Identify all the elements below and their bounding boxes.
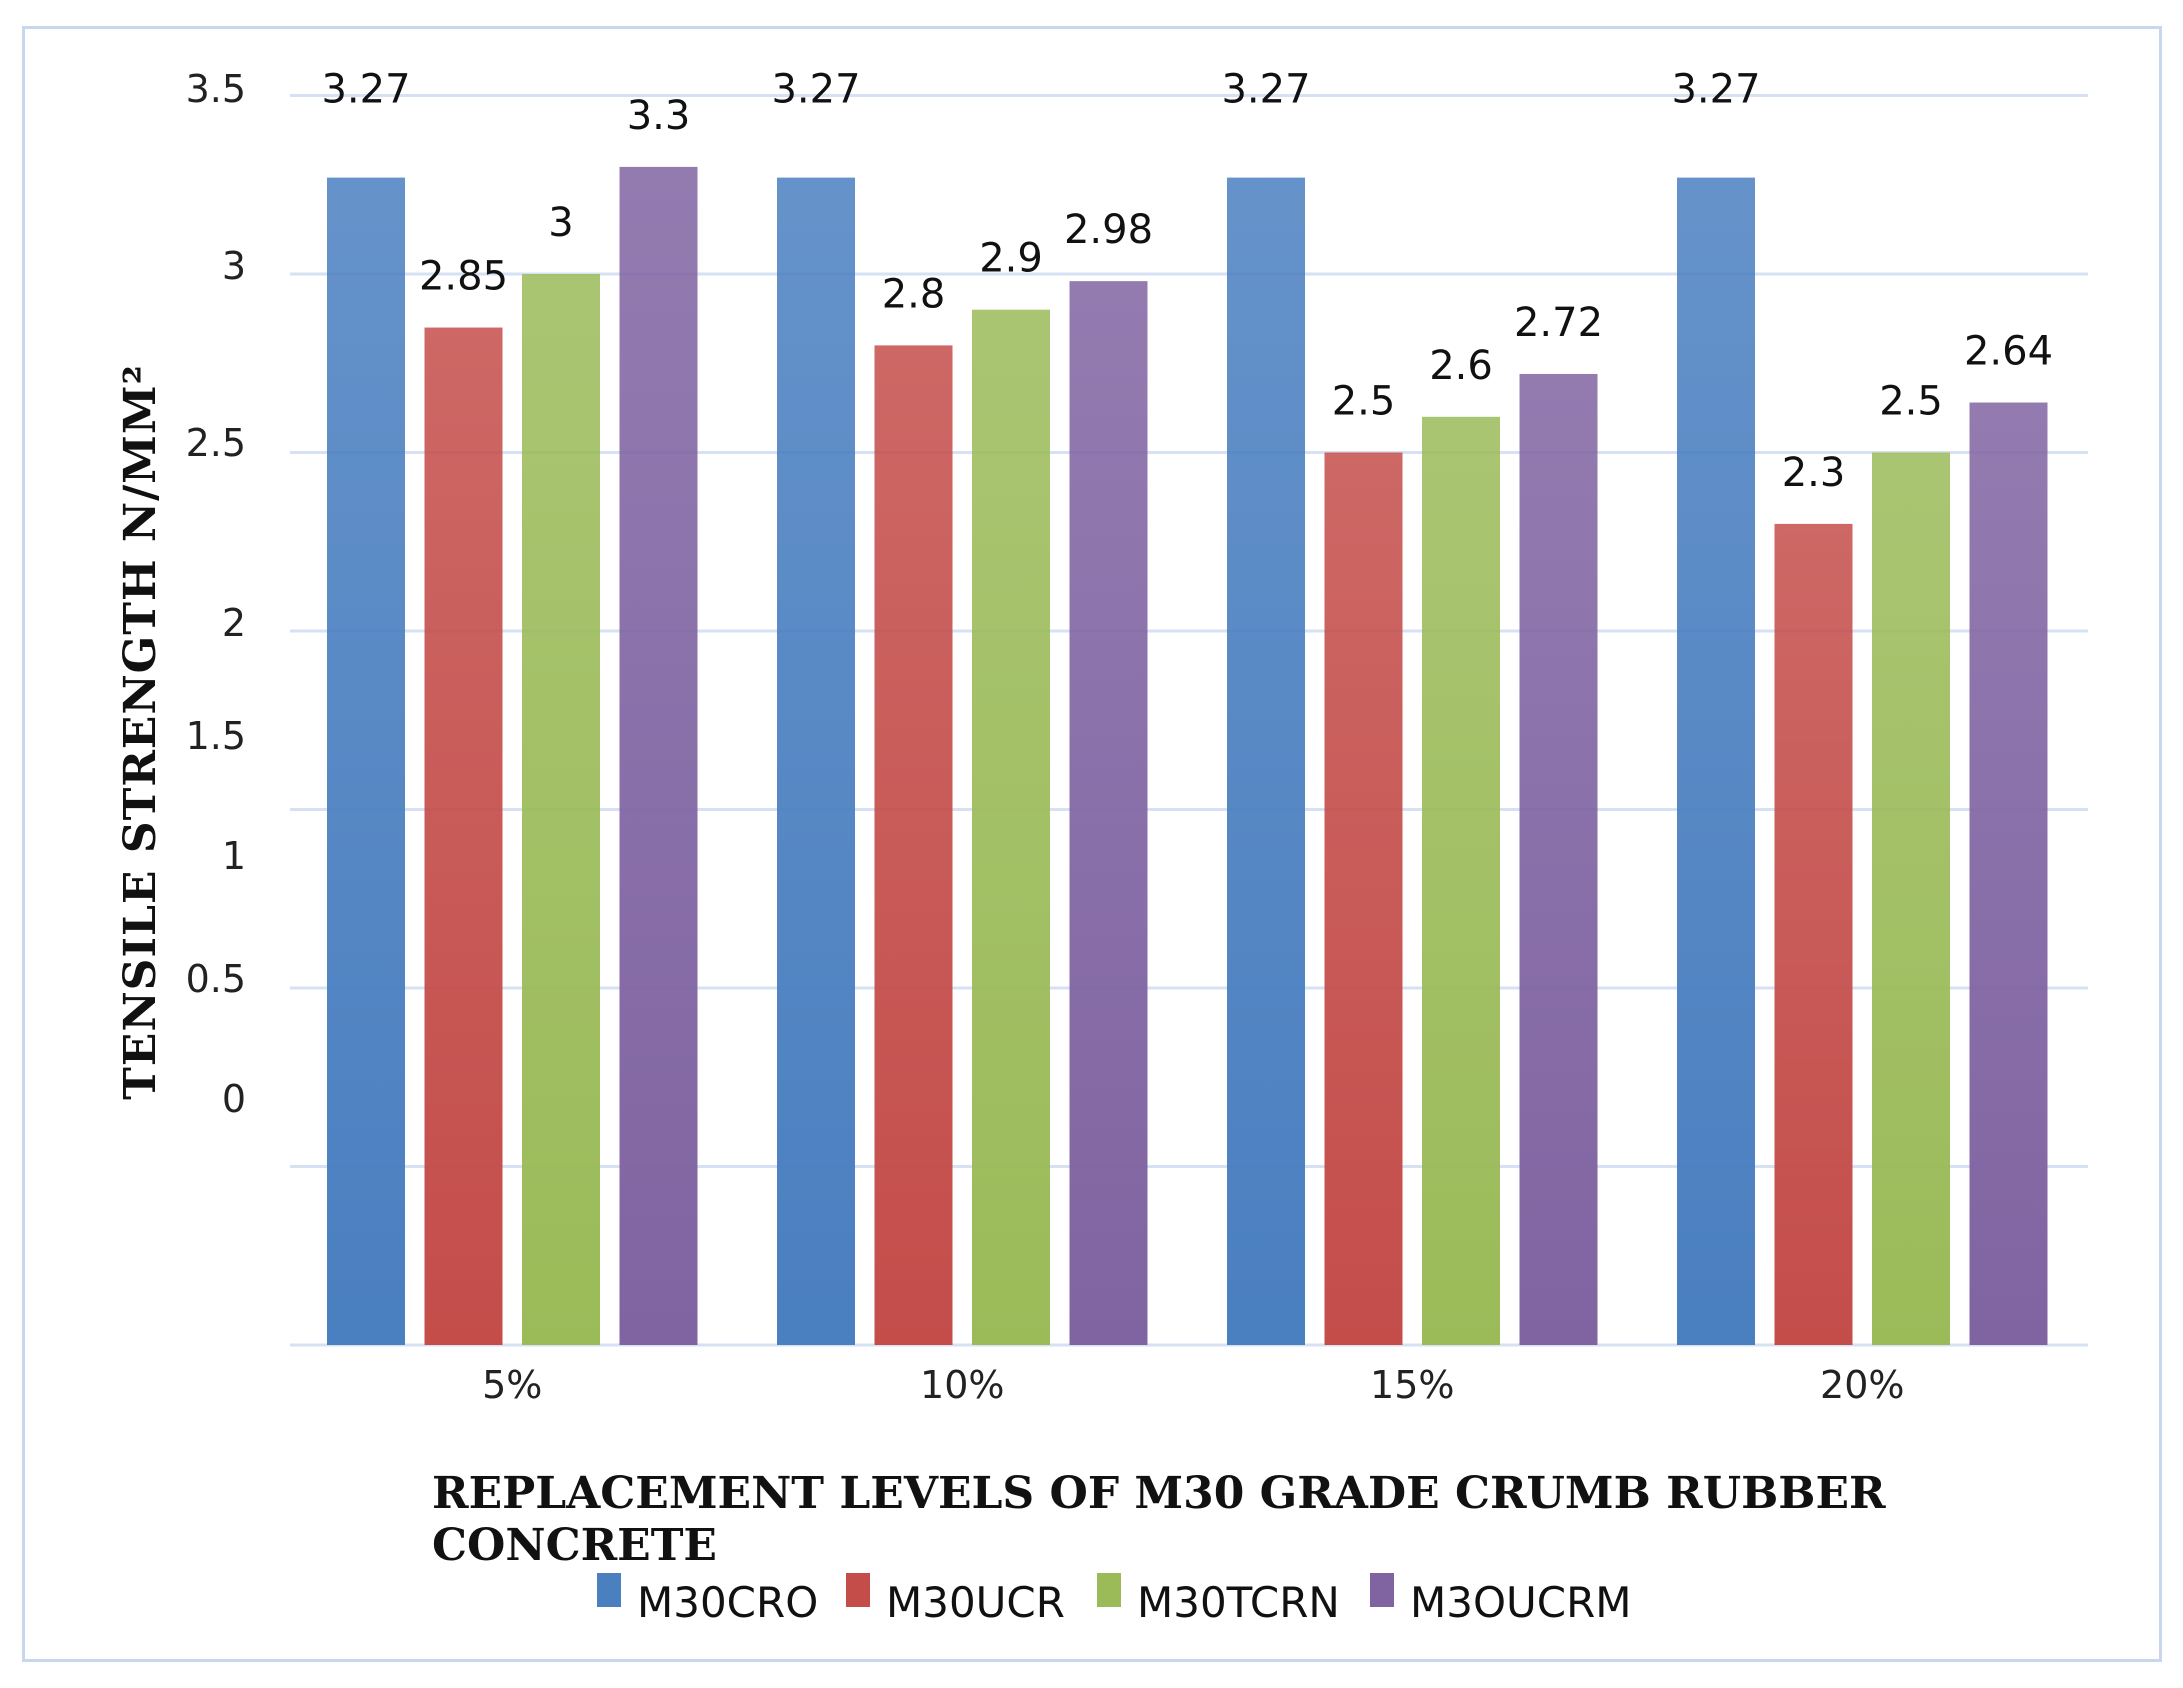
data-label: 2.9 <box>979 236 1043 282</box>
data-labels: 3.27 2.85 3 3.3 3.27 2.8 2.9 2.98 3.27 2.5 2.6 2.72… <box>321 67 2053 496</box>
legend-swatch-M30UCR <box>846 1573 870 1607</box>
data-label: 3 <box>548 200 573 246</box>
bar-M3OUCRM-10% <box>1069 281 1148 1345</box>
data-label: 3.27 <box>1221 67 1310 113</box>
bar-M30TCRN-5% <box>522 274 600 1345</box>
x-tick-label: 15% <box>1370 1363 1454 1407</box>
bar-M3OUCRM-20% <box>1969 402 2048 1345</box>
x-axis-label-line-2: CONCRETE <box>432 1520 717 1571</box>
x-tick-label: 10% <box>920 1363 1004 1407</box>
bar-M30TCRN-10% <box>972 309 1050 1346</box>
data-label: 3.3 <box>627 93 691 139</box>
data-label: 2.98 <box>1064 207 1153 253</box>
data-label: 2.8 <box>882 271 946 317</box>
x-axis-tick-labels: 5% 10% 15% 20% <box>482 1363 1904 1407</box>
y-tick-label: 2 <box>222 601 246 645</box>
bar-M30CRO-15% <box>1227 177 1305 1346</box>
data-label: 2.72 <box>1514 300 1603 346</box>
y-tick-label: 1.5 <box>186 714 246 758</box>
data-label: 3.27 <box>771 67 860 113</box>
data-label: 2.5 <box>1332 379 1396 425</box>
bar-M30UCR-15% <box>1324 452 1403 1345</box>
y-axis-tick-labels: 3.5 3 2.5 2 1.5 1 0.5 0 <box>186 67 246 1121</box>
data-label: 2.3 <box>1782 450 1846 496</box>
bar-M30UCR-10% <box>874 345 953 1345</box>
y-tick-label: 3.5 <box>186 67 246 111</box>
legend-label: M3OUCRM <box>1410 1578 1632 1627</box>
legend-label: M30CRO <box>637 1578 818 1627</box>
data-label: 2.5 <box>1879 379 1943 425</box>
legend-label: M30UCR <box>886 1578 1065 1627</box>
x-tick-label: 20% <box>1820 1363 1904 1407</box>
y-tick-label: 0.5 <box>186 957 246 1001</box>
bar-M3OUCRM-15% <box>1519 373 1598 1346</box>
legend-swatch-M30CRO <box>597 1573 621 1607</box>
y-tick-label: 1 <box>222 834 246 878</box>
bar-M30UCR-5% <box>424 327 503 1345</box>
data-label: 2.6 <box>1429 343 1493 389</box>
data-label: 2.85 <box>419 254 508 300</box>
bars <box>327 166 2048 1346</box>
legend-swatch-M3OUCRM <box>1370 1573 1394 1607</box>
bar-M30CRO-20% <box>1677 177 1755 1346</box>
x-tick-label: 5% <box>482 1363 542 1407</box>
y-tick-label: 2.5 <box>186 421 246 465</box>
data-label: 3.27 <box>1671 67 1760 113</box>
bar-M30UCR-20% <box>1774 523 1853 1345</box>
data-label: 3.27 <box>321 67 410 113</box>
x-axis-label-line-1: REPLACEMENT LEVELS OF M30 GRADE CRUMB RU… <box>432 1468 1886 1519</box>
bar-M30CRO-10% <box>777 177 855 1346</box>
bar-M30CRO-5% <box>327 177 405 1346</box>
y-tick-label: 3 <box>222 244 246 288</box>
data-label: 2.64 <box>1964 329 2053 375</box>
legend-label: M30TCRN <box>1137 1578 1340 1627</box>
legend-swatch-M30TCRN <box>1097 1573 1121 1607</box>
bar-M30TCRN-20% <box>1872 452 1950 1345</box>
y-tick-label: 0 <box>222 1077 246 1121</box>
bar-M3OUCRM-5% <box>619 166 698 1345</box>
bar-M30TCRN-15% <box>1422 416 1500 1345</box>
legend: M30CRO M30UCR M30TCRN M3OUCRM <box>597 1573 1632 1627</box>
y-axis-label: TENSILE STRENGTH N/MM² <box>115 364 166 1100</box>
